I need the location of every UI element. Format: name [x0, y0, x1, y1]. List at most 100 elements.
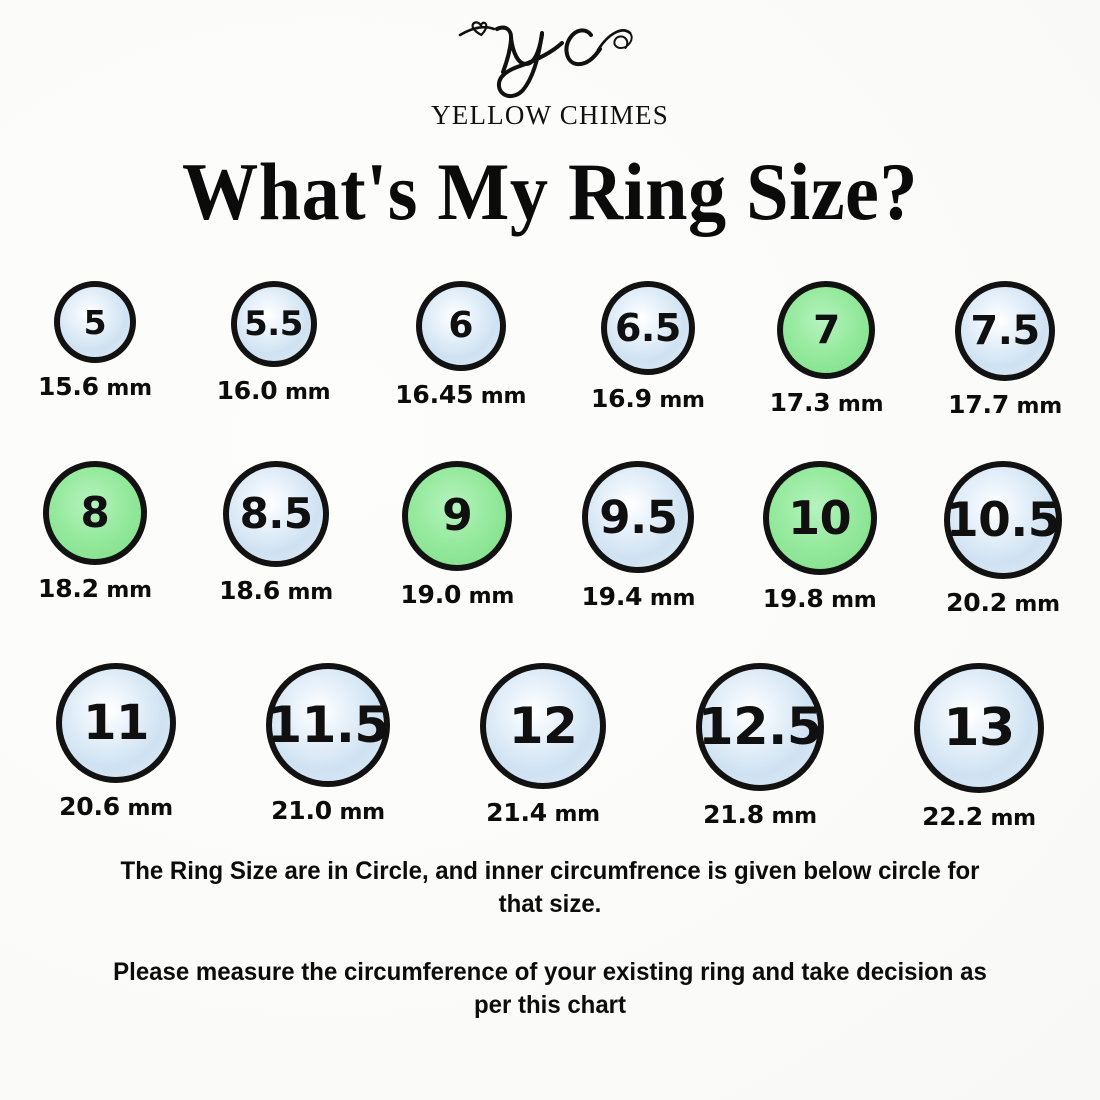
circumference-value: 21.4 — [486, 798, 547, 827]
ring-circle-6.5[interactable]: 6.5 — [600, 281, 695, 375]
ring-circumference-label: 21.0 mm — [271, 796, 385, 825]
ring-size-label: 8.5 — [239, 489, 313, 538]
ring-size-label: 10.5 — [945, 492, 1060, 548]
ring-size-label: 6.5 — [614, 306, 681, 350]
circumference-unit: mm — [1009, 394, 1063, 419]
ring-size-cell-8.5[interactable]: 8.5 18.6 mm — [219, 461, 333, 605]
circumference-value: 16.0 — [216, 376, 278, 405]
ring-size-label: 6 — [448, 305, 473, 346]
circumference-unit: mm — [331, 800, 385, 825]
ring-circumference-label: 22.2 mm — [922, 802, 1036, 831]
circumference-value: 20.6 — [59, 792, 120, 821]
circumference-value: 21.8 — [703, 800, 764, 829]
ring-size-label: 12 — [508, 697, 578, 755]
ring-circumference-label: 16.9 mm — [591, 384, 705, 413]
ring-size-cell-5.5[interactable]: 5.5 16.0 mm — [217, 281, 331, 405]
circumference-value: 19.0 — [400, 580, 462, 609]
circumference-unit: mm — [982, 806, 1036, 831]
ring-size-cell-10[interactable]: 10 19.8 mm — [762, 461, 877, 613]
page-title: What's My Ring Size? — [182, 146, 918, 237]
ring-size-cell-12[interactable]: 12 21.4 mm — [480, 663, 606, 827]
ring-size-cell-11.5[interactable]: 11.5 21.0 mm — [266, 663, 390, 825]
ring-circumference-label: 16.45 mm — [395, 380, 526, 409]
ring-circle-11[interactable]: 11 — [56, 663, 176, 783]
circumference-unit: mm — [98, 376, 152, 401]
ring-size-cell-5[interactable]: 5 15.6 mm — [38, 281, 152, 401]
ring-size-label: 7 — [813, 307, 840, 353]
ring-circumference-label: 16.0 mm — [217, 376, 331, 405]
ring-size-label: 7.5 — [970, 308, 1040, 354]
circumference-value: 20.2 — [946, 588, 1007, 617]
size-row-2: 8 18.2 mm 8.5 18.6 mm 9 19.0 mm 9.5 19.4 mm 10 19… — [38, 461, 1062, 617]
ring-size-cell-7[interactable]: 7 17.3 mm — [770, 281, 884, 417]
circumference-unit: mm — [546, 802, 600, 827]
ring-size-cell-9[interactable]: 9 19.0 mm — [400, 461, 514, 609]
brand-header: YELLOW CHIMES — [0, 0, 1100, 129]
circumference-value: 16.9 — [590, 384, 652, 413]
circumference-value: 19.4 — [581, 582, 643, 611]
size-row-1: 5 15.6 mm 5.5 16.0 mm 6 16.45 mm 6.5 16.9 mm 7 17… — [38, 281, 1062, 419]
circumference-value: 16.45 — [395, 380, 474, 409]
ring-size-cell-12.5[interactable]: 12.5 21.8 mm — [696, 663, 824, 829]
ring-circle-9.5[interactable]: 9.5 — [582, 461, 695, 573]
ring-circle-5.5[interactable]: 5.5 — [230, 281, 317, 367]
ring-size-cell-6[interactable]: 6 16.45 mm — [395, 281, 526, 409]
circumference-value: 18.6 — [219, 576, 281, 605]
circumference-value: 17.3 — [769, 388, 831, 417]
ring-circumference-label: 17.7 mm — [948, 390, 1062, 419]
circumference-value: 21.0 — [271, 796, 332, 825]
ring-size-grid: 5 15.6 mm 5.5 16.0 mm 6 16.45 mm 6.5 16.9 mm 7 17… — [0, 281, 1100, 831]
circumference-value: 22.2 — [922, 802, 983, 831]
ring-circumference-label: 21.4 mm — [486, 798, 600, 827]
circumference-unit: mm — [823, 588, 877, 613]
ring-circle-10[interactable]: 10 — [762, 461, 877, 575]
ring-circle-9[interactable]: 9 — [402, 461, 513, 571]
circumference-unit: mm — [461, 584, 515, 609]
ring-circle-8[interactable]: 8 — [42, 461, 147, 565]
ring-circle-10.5[interactable]: 10.5 — [943, 461, 1062, 579]
yc-monogram-icon — [458, 21, 633, 99]
circumference-unit: mm — [277, 380, 331, 405]
ring-size-label: 11 — [83, 695, 149, 751]
ring-size-cell-7.5[interactable]: 7.5 17.7 mm — [948, 281, 1062, 419]
ring-circle-8.5[interactable]: 8.5 — [223, 461, 330, 567]
ring-circle-7[interactable]: 7 — [777, 281, 876, 379]
ring-circumference-label: 17.3 mm — [770, 388, 884, 417]
ring-circumference-label: 15.6 mm — [38, 372, 152, 401]
ring-circle-13[interactable]: 13 — [914, 663, 1044, 793]
ring-size-cell-10.5[interactable]: 10.5 20.2 mm — [943, 461, 1062, 617]
ring-size-label: 10 — [788, 491, 852, 545]
ring-circle-6[interactable]: 6 — [415, 281, 506, 371]
size-row-3: 11 20.6 mm 11.5 21.0 mm 12 21.4 mm 12.5 21.8 mm… — [38, 663, 1062, 831]
circumference-unit: mm — [280, 580, 334, 605]
ring-size-cell-8[interactable]: 8 18.2 mm — [38, 461, 152, 603]
ring-circumference-label: 20.6 mm — [59, 792, 173, 821]
circumference-unit: mm — [1006, 592, 1060, 617]
ring-circle-7.5[interactable]: 7.5 — [955, 281, 1056, 381]
note-ring-size-explanation: The Ring Size are in Circle, and inner c… — [120, 857, 980, 919]
ring-circle-12.5[interactable]: 12.5 — [696, 663, 824, 791]
note-measure-instruction: Please measure the circumference of your… — [113, 957, 987, 1019]
ring-size-cell-9.5[interactable]: 9.5 19.4 mm — [581, 461, 695, 611]
ring-size-label: 9.5 — [599, 490, 678, 544]
circumference-unit: mm — [473, 384, 527, 409]
ring-circle-12[interactable]: 12 — [480, 663, 606, 789]
ring-circumference-label: 21.8 mm — [703, 800, 817, 829]
circumference-value: 19.8 — [762, 584, 824, 613]
ring-circumference-label: 19.0 mm — [400, 580, 514, 609]
ring-size-cell-11[interactable]: 11 20.6 mm — [56, 663, 176, 821]
ring-circumference-label: 18.2 mm — [38, 574, 152, 603]
ring-size-cell-6.5[interactable]: 6.5 16.9 mm — [591, 281, 705, 413]
ring-circumference-label: 18.6 mm — [219, 576, 333, 605]
brand-name: YELLOW CHIMES — [431, 100, 669, 130]
ring-size-label: 11.5 — [267, 696, 389, 754]
ring-circle-5[interactable]: 5 — [53, 281, 136, 363]
ring-size-cell-13[interactable]: 13 22.2 mm — [914, 663, 1044, 831]
ring-circle-11.5[interactable]: 11.5 — [266, 663, 390, 787]
footer-notes: The Ring Size are in Circle, and inner c… — [0, 855, 1100, 1022]
ring-size-label: 5.5 — [244, 304, 303, 344]
circumference-value: 17.7 — [948, 390, 1010, 419]
circumference-unit: mm — [763, 804, 817, 829]
ring-circumference-label: 19.8 mm — [763, 584, 877, 613]
